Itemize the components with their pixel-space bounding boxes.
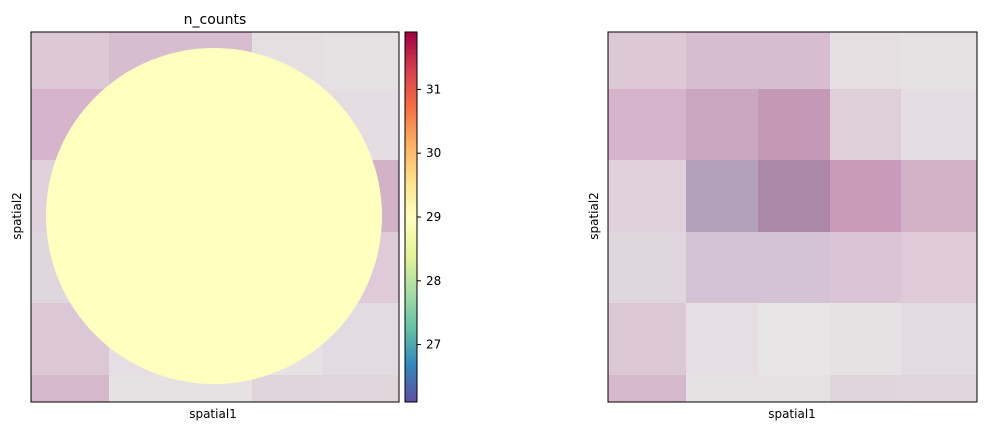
right-tile <box>608 89 687 161</box>
colorbar-ticks: 27 28 29 30 31 <box>417 82 441 352</box>
right-tile <box>901 89 978 161</box>
right-tile <box>830 89 902 161</box>
right-tile <box>686 89 759 161</box>
left-tile <box>109 375 181 402</box>
right-tile <box>608 32 687 90</box>
right-tile <box>830 375 902 403</box>
right-tile <box>901 32 978 90</box>
left-panel: n_counts spatial1 spatial2 <box>10 12 400 421</box>
right-panel: spatial1 spatial2 <box>587 31 978 421</box>
right-tissue-image <box>608 32 978 403</box>
right-tile <box>686 232 759 304</box>
right-x-label: spatial1 <box>768 407 816 421</box>
left-title: n_counts <box>184 12 247 28</box>
left-axes-frame <box>30 31 400 403</box>
colorbar-tick-label: 29 <box>426 210 441 224</box>
right-tile <box>901 160 978 233</box>
right-tile <box>901 375 978 403</box>
right-y-label: spatial2 <box>587 192 601 240</box>
right-tile <box>608 303 687 376</box>
right-tile <box>608 375 687 403</box>
left-tile <box>31 32 110 90</box>
left-tile <box>323 32 399 90</box>
left-tile <box>323 375 399 402</box>
colorbar-tick-label: 28 <box>426 274 441 288</box>
right-tile <box>758 32 831 90</box>
right-tile <box>686 303 759 376</box>
right-tile <box>686 32 759 90</box>
colorbar-tick-label: 27 <box>426 338 441 352</box>
right-tile <box>758 303 831 376</box>
right-tile <box>901 232 978 304</box>
left-y-label: spatial2 <box>10 192 24 240</box>
right-tile <box>758 160 831 233</box>
right-tile <box>830 32 902 90</box>
right-tile <box>608 160 687 233</box>
right-axes-frame <box>607 31 978 403</box>
right-tile <box>608 232 687 304</box>
right-tile <box>758 375 831 403</box>
colorbar-tick-label: 31 <box>426 82 441 96</box>
right-tile <box>758 89 831 161</box>
right-tile <box>830 232 902 304</box>
right-tile <box>758 232 831 304</box>
right-tile <box>686 375 759 403</box>
right-tile <box>686 160 759 233</box>
right-tile <box>901 303 978 376</box>
spot-circle <box>46 48 382 384</box>
colorbar-tick-label: 30 <box>426 146 441 160</box>
left-tile <box>252 375 324 402</box>
colorbar-gradient <box>405 32 417 402</box>
right-tile <box>830 303 902 376</box>
right-tile <box>830 160 902 233</box>
colorbar: 27 28 29 30 31 <box>404 31 441 403</box>
left-x-label: spatial1 <box>189 407 237 421</box>
left-tile <box>31 375 110 402</box>
